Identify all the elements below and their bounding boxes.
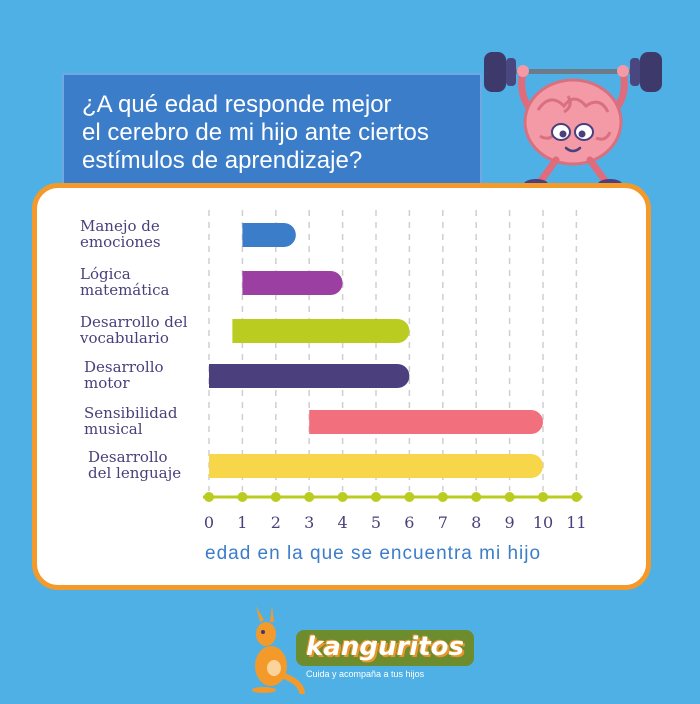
x-tick-dot-10 <box>538 492 548 502</box>
x-tick-dot-6 <box>404 492 415 502</box>
bar-0 <box>242 223 296 247</box>
x-tick-dot-1 <box>237 492 248 502</box>
bar-4 <box>309 410 543 434</box>
category-label-line: Manejo de <box>80 217 160 235</box>
category-label-line: Sensibilidad <box>84 404 178 422</box>
category-label-3: Desarrollo motor <box>84 359 164 391</box>
category-label-line: emociones <box>80 233 161 251</box>
x-tick-dot-5 <box>371 492 381 502</box>
x-axis-label: edad en la que se encuentra mi hijo <box>205 543 542 564</box>
category-label-line: del lenguaje <box>88 464 182 482</box>
x-tick-label-9: 9 <box>505 513 515 532</box>
x-tick-dot-7 <box>437 492 448 502</box>
title-line-3: estímulos de aprendizaje? <box>82 147 363 174</box>
x-tick-label-0: 0 <box>204 513 214 532</box>
x-tick-dot-8 <box>471 492 482 502</box>
category-label-5: Desarrollo del lenguaje <box>88 449 181 481</box>
category-label-line: vocabulario <box>80 329 169 347</box>
bar-2 <box>232 319 410 343</box>
category-label-4: Sensibilidad musical <box>84 405 177 437</box>
category-label-line: matemática <box>80 281 170 299</box>
category-label-line: motor <box>84 374 130 392</box>
x-tick-label-6: 6 <box>404 513 414 532</box>
x-tick-label-5: 5 <box>371 513 381 532</box>
brain-weightlifter-icon <box>484 52 662 189</box>
kangaroo-icon <box>252 606 305 694</box>
category-label-2: Desarrollo del vocabulario <box>80 314 188 346</box>
logo-tagline: Cuida y acompaña a tus hijos <box>306 669 425 679</box>
x-tick-dot-11 <box>571 492 582 502</box>
logo-text: kanguritos <box>296 630 474 666</box>
category-label-line: Desarrollo del <box>80 313 188 331</box>
category-label-0: Manejo de emociones <box>80 218 161 250</box>
bar-5 <box>209 454 543 478</box>
category-label-line: musical <box>84 420 143 438</box>
bar-1 <box>242 271 343 295</box>
x-tick-dot-9 <box>504 492 515 502</box>
x-tick-label-2: 2 <box>271 513 281 532</box>
x-tick-label-1: 1 <box>237 513 247 532</box>
category-label-line: Desarrollo <box>84 358 164 376</box>
x-tick-dot-4 <box>337 492 348 502</box>
x-tick-label-4: 4 <box>338 513 348 532</box>
bar-3 <box>209 364 410 389</box>
x-tick-dot-3 <box>304 492 315 502</box>
x-tick-dot-2 <box>270 492 281 502</box>
x-tick-label-10: 10 <box>533 513 553 532</box>
x-tick-label-3: 3 <box>304 513 314 532</box>
category-label-line: Desarrollo <box>88 448 168 466</box>
title-box: ¿A qué edad responde mejor el cerebro de… <box>62 73 482 189</box>
x-tick-label-7: 7 <box>438 513 448 532</box>
category-label-line: Lógica <box>80 265 131 283</box>
title-line-1: ¿A qué edad responde mejor <box>82 91 392 118</box>
x-tick-dot-0 <box>204 492 214 502</box>
kanguritos-logo: kanguritos Cuida y acompaña a tus hijos <box>236 604 474 694</box>
x-tick-label-8: 8 <box>471 513 481 532</box>
x-tick-label-11: 11 <box>566 513 586 532</box>
title-line-2: el cerebro de mi hijo ante ciertos <box>82 119 429 146</box>
category-label-1: Lógica matemática <box>80 266 169 298</box>
